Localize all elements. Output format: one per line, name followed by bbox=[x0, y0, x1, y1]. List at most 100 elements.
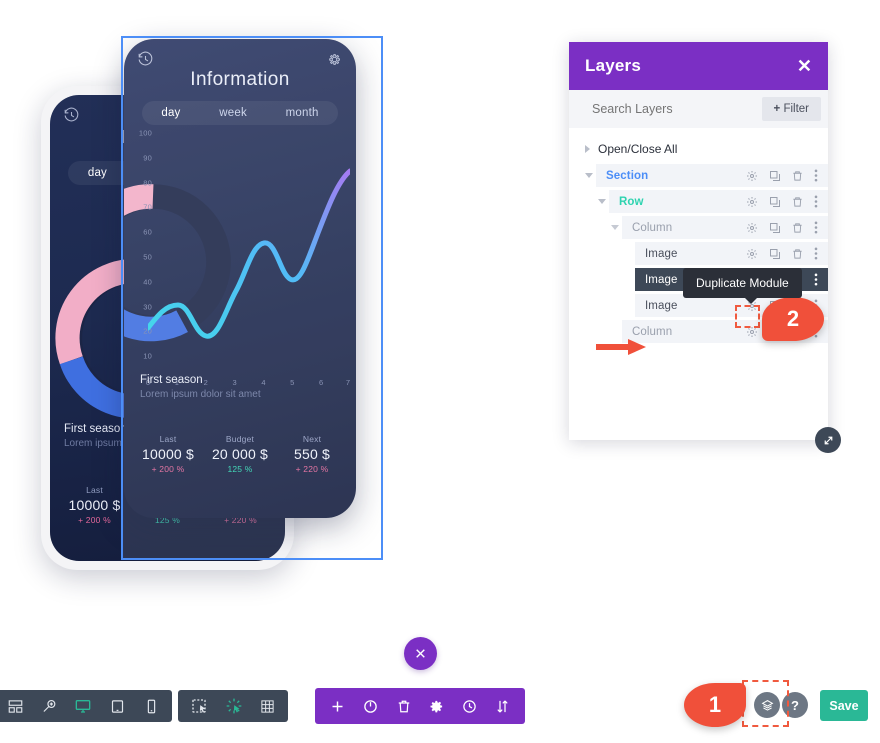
layers-panel-header: Layers ✕ bbox=[569, 42, 828, 90]
stat-label: Last bbox=[159, 434, 177, 444]
y-tick: 100 bbox=[138, 128, 152, 138]
power-icon[interactable] bbox=[357, 692, 385, 720]
x-tick: 3 bbox=[232, 378, 237, 387]
desktop-icon[interactable] bbox=[66, 690, 100, 722]
y-tick: 30 bbox=[143, 302, 152, 312]
tab-day-back[interactable]: day bbox=[87, 167, 108, 179]
gear-icon[interactable] bbox=[423, 692, 451, 720]
layer-name: Row bbox=[619, 195, 644, 208]
stat-last: Last 10000 $ + 200 % bbox=[132, 434, 204, 474]
gear-icon[interactable] bbox=[746, 170, 758, 182]
trash-icon[interactable] bbox=[792, 170, 803, 182]
layer-actions bbox=[746, 195, 820, 208]
stats-row: Last 10000 $ + 200 % Budget 20 000 $ 125… bbox=[132, 434, 348, 474]
history-icon bbox=[63, 107, 80, 129]
history-icon[interactable] bbox=[137, 51, 154, 73]
stat-delta: 125 % bbox=[227, 464, 253, 474]
stat-value: 550 $ bbox=[293, 446, 331, 462]
trash-icon[interactable] bbox=[792, 222, 803, 234]
more-icon[interactable] bbox=[814, 195, 818, 208]
layer-row-column-1[interactable]: Column bbox=[569, 216, 828, 239]
layer-name: Image bbox=[645, 299, 678, 312]
phone-mockup-front: Information day week month 100 90 80 bbox=[124, 39, 356, 518]
layer-row-row[interactable]: Row bbox=[569, 190, 828, 213]
stat-last-back: Last 10000 $ + 200 % bbox=[58, 485, 131, 525]
filter-button[interactable]: + Filter bbox=[761, 97, 821, 121]
close-builder-button[interactable] bbox=[404, 637, 437, 670]
gear-icon[interactable] bbox=[746, 326, 758, 338]
editor-mode-toolbar bbox=[178, 690, 288, 722]
open-close-all[interactable]: Open/Close All bbox=[569, 138, 828, 160]
sort-icon[interactable] bbox=[489, 692, 517, 720]
more-icon[interactable] bbox=[814, 169, 818, 182]
phone-tabs: day week month bbox=[142, 101, 338, 125]
more-icon[interactable] bbox=[814, 221, 818, 234]
close-icon[interactable]: ✕ bbox=[796, 56, 812, 76]
duplicate-icon[interactable] bbox=[769, 196, 781, 208]
trash-icon[interactable] bbox=[792, 248, 803, 260]
help-label: ? bbox=[791, 697, 799, 713]
gear-icon[interactable] bbox=[746, 222, 758, 234]
gear-icon[interactable] bbox=[746, 248, 758, 260]
select-icon[interactable] bbox=[182, 690, 216, 722]
stat-value: 10000 $ bbox=[141, 446, 194, 462]
chevron-down-icon[interactable] bbox=[582, 172, 596, 179]
layer-chip[interactable]: Image bbox=[635, 242, 828, 265]
duplicate-icon[interactable] bbox=[769, 222, 781, 234]
layer-name: Column bbox=[632, 325, 673, 338]
layer-row-section[interactable]: Section bbox=[569, 164, 828, 187]
trash-icon[interactable] bbox=[390, 692, 418, 720]
layers-search-bar: + Filter bbox=[569, 90, 828, 128]
module-selection-frame[interactable] bbox=[121, 36, 383, 560]
layer-chip[interactable]: Section bbox=[596, 164, 828, 187]
chart-line-path bbox=[148, 168, 350, 339]
resize-handle[interactable] bbox=[815, 427, 841, 453]
save-button[interactable]: Save bbox=[820, 690, 868, 721]
layers-panel: Layers ✕ + Filter Open/Close All bbox=[569, 42, 828, 440]
zoom-icon[interactable] bbox=[32, 690, 66, 722]
plus-icon[interactable] bbox=[324, 692, 352, 720]
gear-icon[interactable] bbox=[746, 196, 758, 208]
stat-next: Next 550 $ + 220 % bbox=[276, 434, 348, 474]
gear-icon[interactable] bbox=[326, 51, 343, 73]
caption-front: First season Lorem ipsum dolor sit amet bbox=[140, 374, 342, 400]
chart-y-axis: 100 90 80 70 60 50 40 30 20 10 0 bbox=[130, 129, 152, 386]
layer-name: Image bbox=[645, 247, 678, 260]
tab-week[interactable]: week bbox=[219, 107, 247, 119]
stat-label: Next bbox=[302, 434, 322, 444]
history-icon[interactable] bbox=[456, 692, 484, 720]
layers-icon[interactable] bbox=[754, 692, 780, 718]
tab-day[interactable]: day bbox=[161, 107, 181, 119]
layer-row-image-1[interactable]: Image bbox=[569, 242, 828, 265]
search-input[interactable] bbox=[590, 101, 740, 117]
chevron-down-icon[interactable] bbox=[595, 198, 609, 205]
grid-icon[interactable] bbox=[250, 690, 284, 722]
y-tick: 40 bbox=[143, 277, 152, 287]
x-tick: 2 bbox=[203, 378, 208, 387]
caption-title: First season bbox=[140, 374, 203, 386]
more-icon[interactable] bbox=[814, 247, 818, 260]
duplicate-icon[interactable] bbox=[769, 248, 781, 260]
x-tick: 6 bbox=[319, 378, 324, 387]
phone-screen-front: Information day week month 100 90 80 bbox=[124, 39, 356, 518]
stat-label: Last bbox=[86, 485, 103, 495]
y-tick: 0 bbox=[147, 376, 152, 386]
tab-month[interactable]: month bbox=[285, 107, 319, 119]
wireframe-icon[interactable] bbox=[0, 690, 32, 722]
y-tick: 90 bbox=[143, 153, 152, 163]
trash-icon[interactable] bbox=[792, 196, 803, 208]
phone-icon[interactable] bbox=[134, 690, 168, 722]
more-icon[interactable] bbox=[814, 273, 818, 286]
layer-actions bbox=[746, 169, 820, 182]
layer-chip[interactable]: Row bbox=[609, 190, 828, 213]
tablet-icon[interactable] bbox=[100, 690, 134, 722]
chevron-down-icon[interactable] bbox=[608, 224, 622, 231]
help-icon[interactable]: ? bbox=[782, 692, 808, 718]
layer-chip[interactable]: Column bbox=[622, 216, 828, 239]
click-icon[interactable] bbox=[216, 690, 250, 722]
y-tick: 70 bbox=[143, 202, 152, 212]
duplicate-icon[interactable] bbox=[769, 170, 781, 182]
layer-name: Section bbox=[606, 169, 649, 182]
caption-subtitle: Lorem ipsum dolor sit amet bbox=[140, 389, 261, 400]
